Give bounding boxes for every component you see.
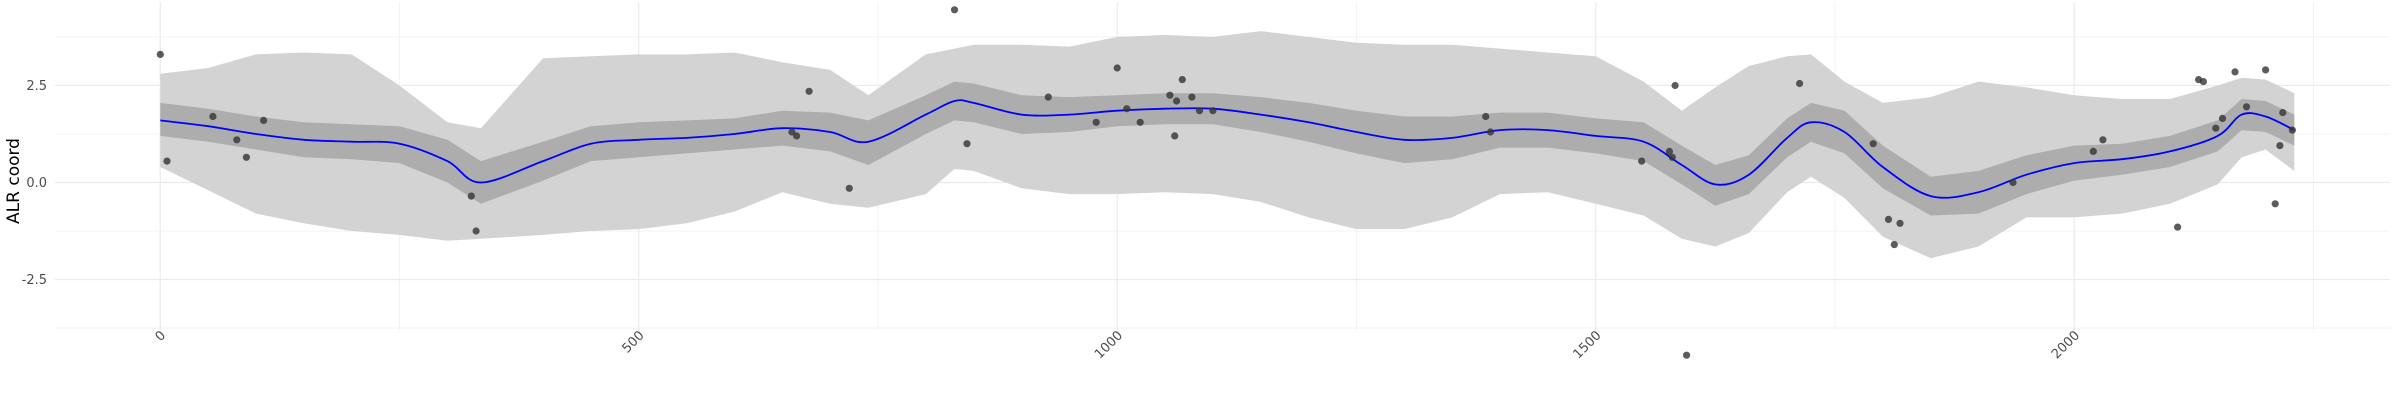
data-point	[1044, 93, 1052, 101]
data-point	[1188, 93, 1196, 101]
data-point	[845, 184, 853, 192]
y-tick-label: -2.5	[22, 273, 47, 288]
data-point	[1671, 81, 1679, 90]
data-point	[1113, 64, 1121, 72]
data-point	[242, 153, 250, 161]
data-point	[1178, 76, 1186, 84]
data-point	[1092, 118, 1100, 126]
x-tick-label: 1500	[1571, 328, 1605, 362]
data-point	[1665, 147, 1673, 155]
data-point	[2242, 103, 2251, 111]
data-point	[2218, 114, 2227, 122]
data-point	[1896, 219, 1904, 227]
data-point	[793, 132, 801, 140]
data-point	[1884, 215, 1893, 223]
y-tick-label: 0.0	[26, 176, 47, 191]
x-tick-label: 1000	[1092, 328, 1126, 362]
data-point	[950, 6, 959, 14]
data-point	[209, 112, 217, 121]
data-point	[2262, 66, 2270, 74]
data-point	[805, 87, 813, 95]
data-point	[260, 116, 268, 124]
data-point	[1209, 107, 1217, 115]
x-tick-labels: 0 500 1000 1500 2000	[153, 328, 2083, 362]
data-point	[2271, 200, 2279, 208]
data-point	[1123, 105, 1131, 113]
trend-line	[160, 99, 2295, 199]
data-point	[467, 192, 475, 200]
data-point	[1683, 351, 1691, 359]
data-point	[1890, 241, 1898, 249]
data-point	[2099, 136, 2107, 144]
data-point	[1638, 157, 1646, 165]
data-point	[2276, 142, 2284, 150]
data-point	[2199, 78, 2207, 86]
y-tick-labels: -2.5 0.0 2.5	[22, 79, 47, 288]
data-point	[2279, 109, 2287, 117]
data-point	[1166, 91, 1174, 99]
data-point	[2288, 126, 2296, 134]
data-point	[1796, 79, 1804, 88]
data-point	[1195, 107, 1204, 115]
data-point	[472, 227, 480, 235]
inner-confidence-band	[160, 81, 2295, 216]
x-tick-label: 0	[153, 328, 169, 344]
x-tick-label: 500	[619, 328, 647, 356]
data-point	[2174, 223, 2182, 231]
x-tick-label: 2000	[2049, 328, 2083, 362]
data-point	[233, 136, 241, 144]
data-point	[1668, 153, 1676, 161]
data-point	[1136, 118, 1144, 126]
data-point	[1173, 97, 1181, 105]
data-point	[1869, 140, 1877, 148]
data-point	[1171, 132, 1179, 140]
data-point	[1482, 112, 1490, 121]
confidence-bands	[160, 31, 2295, 259]
y-axis-title: ALR coord	[4, 138, 24, 224]
data-point	[1486, 128, 1495, 136]
outer-confidence-band	[160, 31, 2295, 259]
data-point	[963, 140, 971, 148]
data-point	[156, 50, 164, 59]
data-point	[2009, 178, 2017, 187]
data-point	[2212, 124, 2220, 132]
data-point	[163, 157, 171, 165]
y-tick-label: 2.5	[26, 79, 47, 94]
data-point	[2231, 68, 2239, 76]
data-point	[2089, 147, 2097, 155]
data-points	[156, 6, 2296, 359]
